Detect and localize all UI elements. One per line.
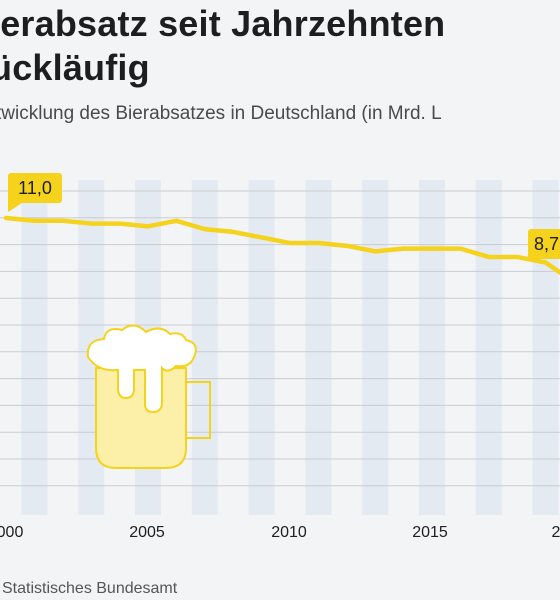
data-point — [147, 225, 149, 227]
title-line-1: ierabsatz seit Jahrzehnten — [0, 3, 446, 44]
value-label-first: 11,0 — [8, 173, 62, 212]
value-label-pointer — [8, 195, 22, 212]
x-tick-label: 2005 — [129, 524, 165, 541]
data-point — [289, 242, 291, 244]
chart-subtitle: twicklung des Bierabsatzes in Deutschlan… — [0, 103, 442, 124]
year-band — [475, 180, 502, 515]
data-point — [431, 248, 433, 250]
data-point — [346, 245, 348, 247]
value-label-text: 8,7 — [534, 234, 559, 254]
data-point — [33, 220, 35, 222]
x-axis-ticks: 000 2005 2010 2015 2 — [0, 524, 560, 541]
data-point — [488, 256, 490, 258]
x-tick-label: 2015 — [412, 524, 448, 541]
x-tick-label: 2010 — [271, 524, 307, 541]
data-point — [459, 248, 461, 250]
data-point — [90, 223, 92, 225]
data-point — [5, 217, 7, 219]
year-band — [305, 180, 332, 515]
data-point — [545, 262, 547, 264]
data-point — [62, 220, 64, 222]
year-band — [21, 180, 48, 515]
value-label-last: 8,7 — [528, 229, 560, 259]
year-band — [419, 180, 445, 515]
beer-mug-icon — [86, 324, 211, 469]
value-label-bg — [528, 229, 560, 259]
data-point — [317, 242, 319, 244]
data-point — [204, 228, 206, 230]
x-tick-label: 2 — [552, 524, 560, 541]
annotation-layer: 11,0 8,7 — [8, 173, 560, 259]
year-band — [248, 180, 275, 515]
gridlines — [0, 190, 560, 487]
source-note: Statistisches Bundesamt — [2, 580, 178, 597]
series-layer — [3, 215, 560, 276]
data-point — [261, 236, 263, 238]
data-point — [232, 231, 234, 233]
data-point — [119, 223, 121, 225]
year-band — [362, 180, 389, 515]
value-label-text: 11,0 — [18, 178, 52, 198]
value-label-bg — [8, 173, 62, 203]
data-point — [516, 256, 518, 258]
data-point — [175, 220, 177, 222]
data-point — [374, 250, 376, 252]
chart-title: ierabsatz seit Jahrzehnten ückläufig — [0, 2, 445, 90]
x-tick-label: 000 — [0, 524, 23, 541]
data-point — [403, 248, 405, 250]
title-line-2: ückläufig — [0, 47, 150, 88]
